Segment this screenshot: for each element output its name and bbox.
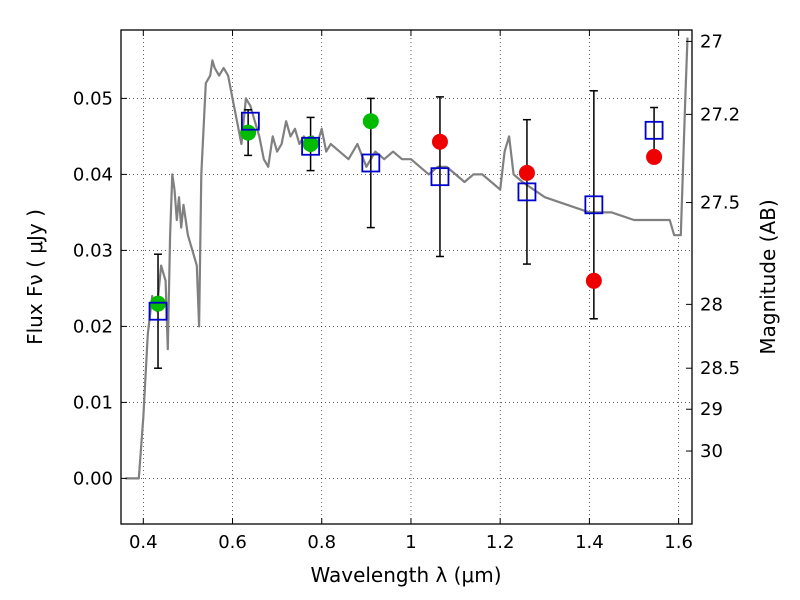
y2-axis-label: Magnitude (AB) xyxy=(756,199,780,354)
y-tick-label: 0.05 xyxy=(73,88,113,109)
x-tick-label: 0.6 xyxy=(218,532,247,553)
data-point-square xyxy=(148,301,168,321)
data-point-square xyxy=(361,153,381,173)
model-spectrum-line xyxy=(125,37,689,480)
data-point-square xyxy=(240,111,260,131)
data-point-circle xyxy=(302,136,319,152)
mag-tick-label: 28.5 xyxy=(700,358,740,379)
x-tick-label: 0.8 xyxy=(307,532,336,553)
mag-tick-label: 27 xyxy=(700,31,723,52)
data-point-square xyxy=(301,136,320,156)
plot-content xyxy=(125,37,689,480)
data-point-square xyxy=(517,182,537,202)
plot-frame xyxy=(120,29,693,525)
data-point-square xyxy=(584,195,604,215)
x-axis-label: Wavelength λ (μm) xyxy=(310,563,501,587)
y-tick-label: 0.04 xyxy=(73,164,113,185)
mag-tick-label: 27.2 xyxy=(700,104,740,125)
x-tick-label: 1 xyxy=(405,532,416,553)
data-point-circle xyxy=(518,164,535,181)
mag-tick-label: 29 xyxy=(700,399,723,420)
y-axis-label: Flux Fν ( μJy ) xyxy=(23,209,47,345)
mag-tick-label: 30 xyxy=(700,441,723,462)
y-tick-label: 0.01 xyxy=(73,392,113,413)
data-point-circle xyxy=(431,133,448,150)
y-tick-label: 0.00 xyxy=(73,468,113,489)
data-point-circle xyxy=(240,124,257,141)
x-tick-label: 1.4 xyxy=(575,532,604,553)
data-point-square xyxy=(430,167,450,187)
x-tick-label: 1.6 xyxy=(664,532,693,553)
x-tick-label: 0.4 xyxy=(129,532,158,553)
data-point-circle xyxy=(585,272,602,289)
data-point-square xyxy=(644,120,664,140)
y-tick-label: 0.02 xyxy=(73,316,113,337)
mag-tick-label: 27.5 xyxy=(700,193,740,214)
mag-tick-label: 28 xyxy=(700,294,723,315)
y-tick-label: 0.03 xyxy=(73,240,113,261)
data-point-circle xyxy=(362,113,379,130)
axes: 0.4 0.6 0.8 1 1.2 1.4 1.6 0.00 0.01 0.02 0.03 0.04 0… xyxy=(73,30,740,553)
data-point-circle xyxy=(646,148,663,165)
x-tick-label: 1.2 xyxy=(486,532,515,553)
